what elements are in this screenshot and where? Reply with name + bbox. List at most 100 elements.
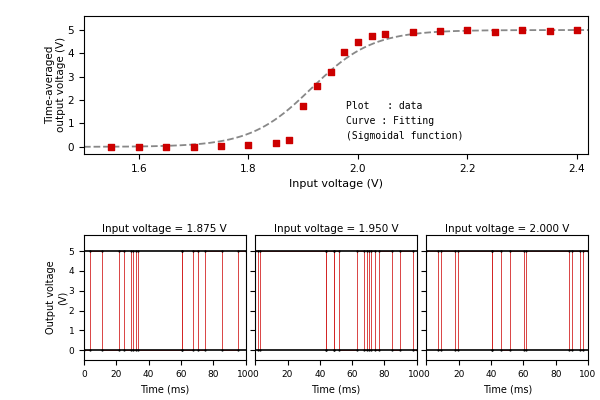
Point: [487, 347, 497, 353]
Point: [200, 347, 209, 353]
Point: [359, 347, 369, 353]
Point: [114, 347, 124, 353]
Point: [412, 347, 422, 353]
Point: [395, 248, 404, 254]
Point: [409, 347, 418, 353]
Point: [505, 248, 515, 254]
Point: [271, 140, 281, 146]
Point: [362, 248, 371, 254]
Point: [127, 248, 136, 254]
Point: [127, 347, 136, 353]
Point: [134, 144, 143, 150]
Point: [521, 248, 531, 254]
Point: [496, 347, 506, 353]
Point: [114, 248, 124, 254]
Point: [128, 347, 137, 353]
Point: [134, 248, 143, 254]
Text: Plot   : data
Curve : Fitting
(Sigmoidal function): Plot : data Curve : Fitting (Sigmoidal f…: [346, 102, 464, 141]
Point: [436, 248, 446, 254]
Point: [545, 28, 554, 34]
Point: [329, 347, 338, 353]
Point: [241, 248, 250, 254]
Point: [487, 347, 496, 353]
Point: [453, 248, 463, 254]
Point: [329, 248, 338, 254]
Point: [517, 27, 527, 33]
Point: [408, 29, 418, 36]
Point: [329, 248, 339, 254]
Point: [370, 248, 380, 254]
Point: [567, 248, 577, 254]
Point: [107, 144, 116, 150]
Point: [97, 347, 107, 353]
Point: [572, 27, 582, 33]
Point: [451, 347, 460, 353]
Point: [193, 347, 202, 353]
Point: [364, 347, 373, 353]
Point: [334, 248, 344, 254]
Point: [567, 347, 577, 353]
Point: [370, 347, 380, 353]
Title: Input voltage = 1.950 V: Input voltage = 1.950 V: [274, 224, 398, 234]
Point: [520, 347, 529, 353]
Point: [366, 248, 376, 254]
Point: [217, 248, 227, 254]
Point: [322, 248, 331, 254]
Point: [362, 347, 371, 353]
Point: [422, 248, 431, 254]
Point: [575, 347, 585, 353]
Y-axis label: Time-averaged
output voltage (V): Time-averaged output voltage (V): [44, 37, 66, 132]
Point: [463, 27, 472, 33]
Title: Input voltage = 2.000 V: Input voltage = 2.000 V: [445, 224, 569, 234]
Point: [388, 347, 397, 353]
Point: [193, 248, 202, 254]
X-axis label: Time (ms): Time (ms): [482, 384, 532, 394]
Point: [161, 144, 171, 150]
Point: [380, 30, 390, 37]
Point: [217, 347, 227, 353]
Point: [216, 142, 226, 149]
Point: [352, 248, 362, 254]
Point: [250, 248, 260, 254]
Y-axis label: Output voltage
(V): Output voltage (V): [46, 261, 67, 334]
Point: [200, 248, 209, 254]
X-axis label: Time (ms): Time (ms): [140, 384, 190, 394]
Point: [85, 248, 95, 254]
Point: [256, 248, 265, 254]
Point: [188, 347, 197, 353]
Point: [578, 248, 588, 254]
Point: [284, 137, 294, 143]
Point: [134, 347, 143, 353]
Point: [520, 248, 529, 254]
Point: [177, 347, 187, 353]
Point: [312, 83, 322, 89]
Point: [254, 347, 263, 353]
Point: [329, 347, 339, 353]
Point: [131, 248, 140, 254]
Point: [233, 248, 243, 254]
Point: [565, 347, 574, 353]
X-axis label: Time (ms): Time (ms): [311, 384, 361, 394]
Point: [374, 248, 383, 254]
Point: [321, 248, 331, 254]
Point: [340, 49, 349, 56]
Point: [131, 347, 140, 353]
Point: [326, 69, 335, 75]
Point: [119, 347, 129, 353]
Point: [177, 248, 187, 254]
Point: [79, 347, 89, 353]
Point: [436, 347, 446, 353]
Point: [367, 33, 376, 39]
Point: [128, 248, 137, 254]
Point: [353, 38, 363, 45]
Point: [254, 248, 263, 254]
Point: [433, 248, 443, 254]
Point: [565, 248, 574, 254]
Title: Input voltage = 1.875 V: Input voltage = 1.875 V: [103, 224, 227, 234]
Point: [395, 347, 404, 353]
Point: [322, 347, 331, 353]
Point: [178, 248, 187, 254]
X-axis label: Input voltage (V): Input voltage (V): [289, 179, 383, 189]
Point: [505, 347, 515, 353]
Point: [490, 29, 500, 36]
